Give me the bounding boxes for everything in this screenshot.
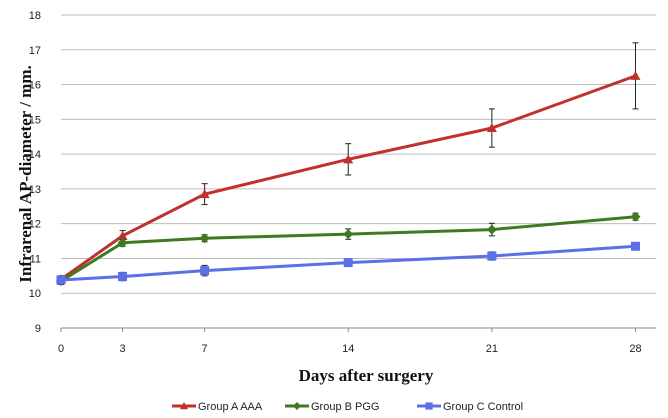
legend: Group A AAA Group B PGG Group C Control	[172, 401, 523, 413]
y-tick-label: 17	[29, 45, 41, 57]
x-tick-label: 7	[202, 343, 208, 355]
series-line	[60, 215, 636, 283]
data-point	[630, 211, 641, 222]
x-tick-label: 3	[119, 343, 125, 355]
legend-label: Group C Control	[443, 401, 523, 413]
legend-item: Group C Control	[417, 401, 523, 413]
data-point	[199, 189, 210, 199]
data-point	[343, 229, 354, 240]
y-tick-label: 14	[29, 149, 41, 161]
y-tick-label: 10	[29, 288, 41, 300]
data-point	[486, 123, 497, 133]
x-tick-label: 14	[342, 343, 354, 355]
legend-label: Group B PGG	[311, 401, 379, 413]
data-point	[200, 266, 210, 276]
legend-item: Group A AAA	[172, 401, 263, 413]
data-point	[486, 224, 497, 235]
data-point	[343, 258, 353, 268]
legend-label: Group A AAA	[198, 401, 263, 413]
data-point	[117, 237, 128, 248]
data-point	[56, 275, 66, 285]
series-group-a-aaa	[56, 42, 641, 284]
x-axis-title: Days after surgery	[299, 366, 434, 385]
series-group	[56, 42, 641, 287]
data-point	[117, 230, 128, 240]
data-point	[630, 241, 640, 251]
data-point	[118, 272, 128, 282]
series-line	[60, 244, 636, 282]
y-tick-label: 11	[30, 253, 41, 265]
y-tick-label: 12	[29, 219, 41, 231]
legend-item: Group B PGG	[285, 401, 379, 413]
y-tick-label: 16	[29, 80, 41, 92]
y-axis-title: Infrarenal AP-diameter / mm.	[16, 65, 35, 283]
series-line	[60, 74, 636, 281]
y-tick-label: 15	[29, 114, 41, 126]
y-axis-ticks: 9 10 11 12 13 14 15 16 17 18	[29, 10, 41, 335]
x-tick-label: 0	[58, 343, 64, 355]
grid-lines	[61, 14, 656, 329]
series-group-c-control	[56, 241, 640, 285]
x-tick-label: 21	[486, 343, 498, 355]
data-point	[293, 402, 301, 410]
y-tick-label: 18	[29, 10, 41, 22]
data-point	[343, 154, 354, 164]
data-point	[487, 251, 497, 261]
data-point	[199, 233, 210, 244]
x-axis-ticks: 0 3 7 14 21 28	[58, 328, 642, 355]
data-point	[180, 402, 188, 410]
y-tick-label: 13	[29, 184, 41, 196]
y-tick-label: 9	[35, 323, 41, 335]
data-point	[630, 70, 641, 80]
data-point	[425, 402, 433, 410]
x-tick-label: 28	[629, 343, 641, 355]
